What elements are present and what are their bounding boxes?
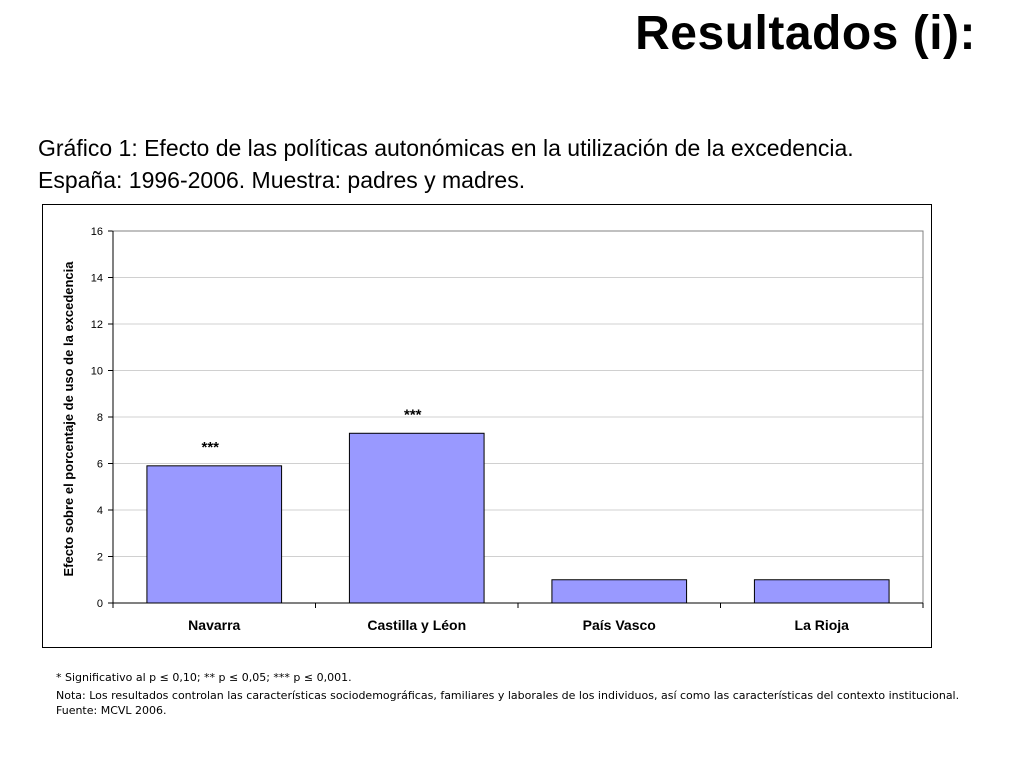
- chart-frame: 0 2 4 6 8 10 12 14 16 Navarra *** Castilla y Léon **…: [42, 204, 932, 648]
- x-tick-label: Castilla y Léon: [367, 617, 466, 633]
- chart-notes: * Significativo al p ≤ 0,10; ** p ≤ 0,05…: [56, 670, 1006, 718]
- y-tick-label: 14: [91, 273, 103, 285]
- y-tick-label: 12: [91, 319, 103, 331]
- source-note: Fuente: MCVL 2006.: [56, 704, 167, 717]
- significance-marker: ***: [404, 406, 422, 423]
- chart-caption-line-1: Gráfico 1: Efecto de las políticas auton…: [38, 135, 854, 161]
- slide-title: Resultados (i):: [635, 7, 976, 60]
- y-tick-label: 10: [91, 366, 103, 378]
- bar-2: [348, 432, 485, 604]
- chart-caption: Gráfico 1: Efecto de las políticas auton…: [38, 132, 998, 196]
- y-tick-label: 2: [97, 552, 103, 564]
- bar-1: [146, 465, 283, 604]
- y-tick-label: 4: [97, 505, 103, 517]
- y-tick-label: 16: [91, 226, 103, 238]
- y-tick-label: 6: [97, 459, 103, 471]
- significance-note: * Significativo al p ≤ 0,10; ** p ≤ 0,05…: [56, 671, 352, 684]
- bar-3: [551, 579, 688, 604]
- y-tick-label: 0: [97, 598, 103, 610]
- x-tick-label: País Vasco: [583, 617, 656, 633]
- x-tick-label: La Rioja: [795, 617, 850, 633]
- bar-4: [753, 579, 890, 604]
- bar-chart: 0 2 4 6 8 10 12 14 16 Navarra *** Castilla y Léon **…: [61, 226, 924, 633]
- controls-note: Nota: Los resultados controlan las carac…: [56, 689, 960, 702]
- significance-marker: ***: [201, 439, 219, 456]
- chart-caption-line-2: España: 1996-2006. Muestra: padres y mad…: [38, 167, 526, 193]
- x-tick-label: Navarra: [188, 617, 240, 633]
- y-tick-label: 8: [97, 412, 103, 424]
- y-axis-label: Efecto sobre el porcentaje de uso de la …: [61, 261, 76, 577]
